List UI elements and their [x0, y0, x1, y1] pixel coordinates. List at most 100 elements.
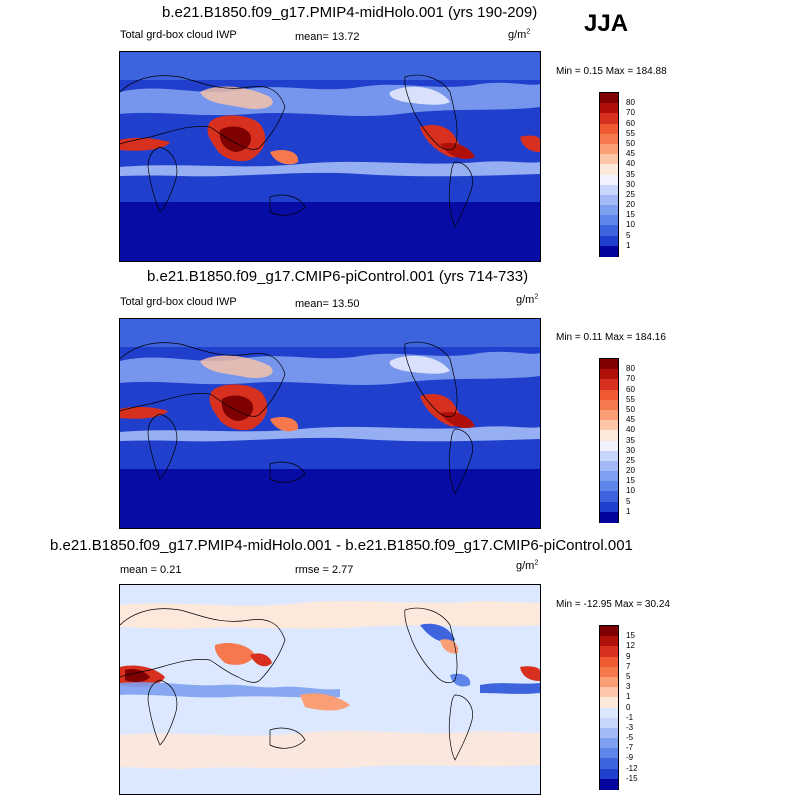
- colorbar-box: [600, 389, 618, 401]
- map-southern-band: [120, 731, 540, 769]
- colorbar-label: 45: [626, 149, 635, 159]
- colorbar-box: [600, 758, 618, 770]
- map-pacific-storm-patch: [389, 355, 450, 374]
- colorbar-box: [600, 205, 618, 216]
- colorbar-label: 30: [626, 179, 635, 189]
- colorbar-box: [600, 738, 618, 749]
- season-label: JJA: [584, 10, 629, 37]
- colorbar-box: [600, 646, 618, 658]
- colorbar-label: 35: [626, 435, 635, 445]
- colorbar-box: [600, 471, 618, 482]
- colorbar-label: 70: [626, 374, 635, 384]
- colorbar-label: 5: [626, 671, 631, 681]
- colorbar-box: [600, 481, 618, 492]
- colorbar-label: -3: [626, 722, 634, 732]
- colorbar-label: 45: [626, 415, 635, 425]
- panel-2-unit: g/m2: [516, 293, 539, 306]
- colorbar-label: 40: [626, 425, 635, 435]
- colorbar-label: -7: [626, 743, 634, 753]
- colorbar-label: -1: [626, 712, 634, 722]
- colorbar-label: 35: [626, 169, 635, 179]
- panel-3-colorbar: 15 12 9 7 5 3 1 0 -1 -3 -5 -7 -9 -12 -15: [599, 625, 638, 790]
- colorbar-label: 20: [626, 466, 635, 476]
- panel-1-map: [119, 51, 541, 262]
- colorbar-box: [600, 174, 618, 186]
- map-north-america-negative: [420, 623, 455, 643]
- colorbar-box: [600, 666, 618, 678]
- colorbar-box: [600, 399, 618, 411]
- colorbar-box: [600, 103, 618, 114]
- colorbar-box: [600, 636, 618, 647]
- colorbar-label: 12: [626, 641, 635, 651]
- panel-3-mean: mean = 0.21: [120, 564, 182, 576]
- panel-2-colorbar: 80 70 60 55 50 45 40 35 30 25 20 15 10 5 1: [599, 358, 635, 523]
- colorbar-box: [600, 511, 618, 523]
- panel-3-rmse: rmse = 2.77: [295, 564, 354, 576]
- map-siberia-patch: [200, 86, 273, 109]
- colorbar-box: [600, 215, 618, 226]
- colorbar-box: [600, 748, 618, 759]
- panel-2-map: [119, 318, 541, 529]
- map-western-pacific-positive: [300, 693, 350, 711]
- colorbar-label: 5: [626, 230, 631, 240]
- map-north-america-positive: [440, 639, 459, 654]
- colorbar-box: [600, 369, 618, 380]
- colorbar-box: [600, 379, 618, 391]
- colorbar-box: [600, 768, 618, 780]
- panel-1-minmax: Min = 0.15 Max = 184.88: [556, 66, 667, 77]
- colorbar-box: [600, 113, 618, 125]
- colorbar-box: [600, 460, 618, 472]
- colorbar-box: [600, 154, 618, 165]
- colorbar-box: [600, 420, 618, 431]
- panel-3-map: [119, 584, 541, 795]
- colorbar-label: 15: [626, 210, 635, 220]
- colorbar-box: [600, 359, 618, 370]
- map-east-pacific-negative: [480, 683, 540, 694]
- map-coastlines: [120, 341, 473, 495]
- map-central-america-negative: [450, 673, 471, 687]
- colorbar-box: [600, 143, 618, 155]
- colorbar-box: [600, 626, 618, 637]
- colorbar-label: -9: [626, 753, 634, 763]
- colorbar-box: [600, 656, 618, 668]
- map-coastlines: [120, 607, 473, 761]
- colorbar-box: [600, 450, 618, 462]
- colorbar-label: 80: [626, 98, 635, 108]
- map-right-edge-positive: [520, 666, 540, 681]
- colorbar-label: 25: [626, 189, 635, 199]
- map-siberia-patch: [200, 355, 273, 378]
- colorbar-label: 30: [626, 445, 635, 455]
- colorbar-box: [600, 727, 618, 739]
- colorbar-box: [600, 707, 618, 719]
- colorbar-label: -12: [626, 763, 638, 773]
- colorbar-box: [600, 430, 618, 441]
- colorbar-label: 15: [626, 476, 635, 486]
- colorbar-label: 9: [626, 651, 631, 661]
- map-central-america-max: [440, 142, 475, 160]
- colorbar-box: [600, 93, 618, 104]
- colorbar-label: 15: [626, 631, 635, 641]
- colorbar-box: [600, 501, 618, 513]
- map-right-edge-max: [520, 135, 540, 152]
- colorbar-box: [600, 491, 618, 503]
- colorbar-box: [600, 164, 618, 175]
- panel-2-variable: Total grd-box cloud IWP: [120, 296, 237, 308]
- colorbar-box: [600, 184, 618, 196]
- colorbar-label: 10: [626, 220, 635, 230]
- colorbar-box: [600, 440, 618, 452]
- map-high-lat-band: [120, 319, 540, 347]
- map-asian-monsoon-core: [219, 126, 251, 152]
- panel-3-minmax: Min = -12.95 Max = 30.24: [556, 599, 670, 610]
- colorbar-label: 55: [626, 128, 635, 138]
- colorbar-label: 25: [626, 455, 635, 465]
- colorbar-box: [600, 225, 618, 237]
- colorbar-label: 5: [626, 496, 631, 506]
- colorbar-box: [600, 235, 618, 247]
- map-northern-band: [120, 601, 540, 629]
- colorbar-label: 0: [626, 702, 631, 712]
- panel-3-title: b.e21.B1850.f09_g17.PMIP4-midHolo.001 - …: [50, 537, 633, 554]
- panel-1-title: b.e21.B1850.f09_g17.PMIP4-midHolo.001 (y…: [162, 4, 538, 21]
- colorbar-box: [600, 245, 618, 257]
- map-itcz-band: [120, 161, 540, 177]
- map-central-america-max: [440, 411, 475, 429]
